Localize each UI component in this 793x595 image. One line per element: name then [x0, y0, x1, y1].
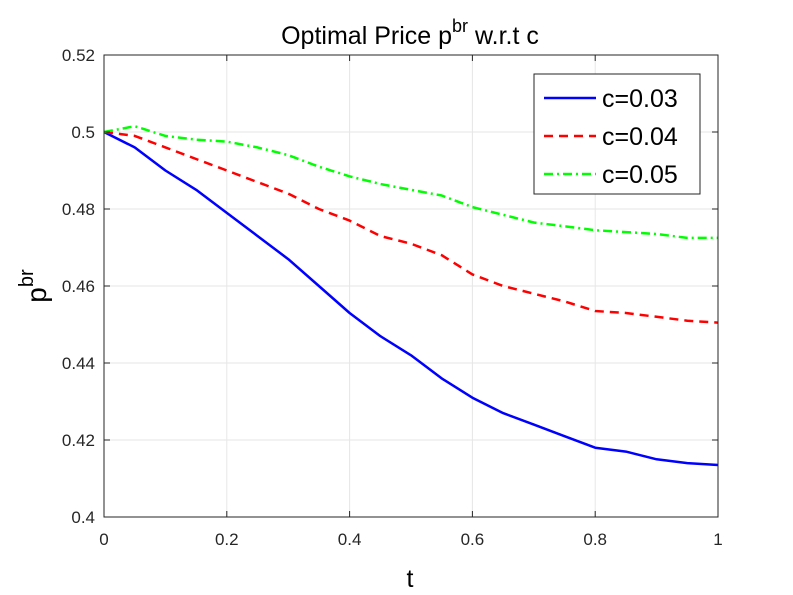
x-tick-label: 0.6: [461, 530, 485, 549]
y-tick-labels: 0.4 0.42 0.44 0.46 0.48 0.5 0.52: [62, 46, 95, 527]
y-tick-label: 0.52: [62, 46, 95, 65]
x-tick-label: 0.2: [215, 530, 239, 549]
tick-marks: [103, 54, 719, 518]
series-line-c=0.03: [103, 130, 719, 467]
y-axis-label-superscript: br: [16, 269, 38, 287]
x-tick-label: 0.4: [338, 530, 362, 549]
chart-title-suffix: w.r.t c: [468, 22, 539, 50]
x-tick-label: 0: [99, 530, 108, 549]
chart-title-superscript: br: [452, 16, 468, 36]
y-axis-label-main: p: [21, 287, 52, 303]
legend-box: [533, 73, 701, 195]
x-axis-label: t: [407, 565, 414, 593]
chart-title: Optimal Price pbr w.r.t c: [281, 16, 539, 50]
x-tick-label: 1: [713, 530, 722, 549]
series-line-c=0.04: [103, 130, 719, 324]
x-tick-labels: 0 0.2 0.4 0.6 0.8 1: [99, 530, 722, 549]
legend-label: c=0.03: [602, 85, 678, 113]
chart-title-main: Optimal Price p: [281, 22, 452, 50]
y-tick-label: 0.4: [71, 508, 95, 527]
y-tick-label: 0.48: [62, 200, 95, 219]
y-tick-label: 0.5: [71, 123, 95, 142]
legend-items: c=0.03 c=0.04 c=0.05: [544, 85, 678, 189]
series-layer: [103, 124, 719, 467]
y-axis-label: pbr: [16, 269, 52, 303]
y-tick-label: 0.42: [62, 431, 95, 450]
x-tick-label: 0.8: [583, 530, 607, 549]
y-tick-label: 0.44: [62, 354, 95, 373]
legend: c=0.03 c=0.04 c=0.05: [533, 73, 701, 195]
legend-label: c=0.04: [602, 123, 678, 151]
y-tick-label: 0.46: [62, 277, 95, 296]
legend-label: c=0.05: [602, 161, 678, 189]
